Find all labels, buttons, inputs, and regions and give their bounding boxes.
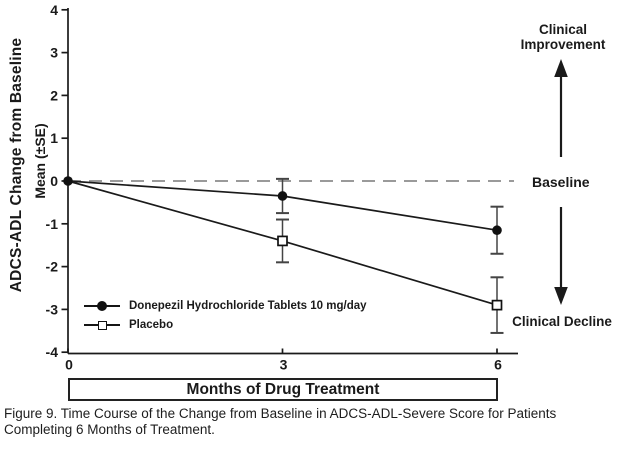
x-axis-title: Months of Drug Treatment: [186, 380, 380, 398]
y-tick-label: 0: [50, 173, 58, 189]
y-tick-label: 2: [50, 87, 58, 103]
legend-item-donepezil: Donepezil Hydrochloride Tablets 10 mg/da…: [84, 298, 367, 314]
improvement-arrow-head: [554, 59, 568, 77]
data-point-open-square: [277, 235, 288, 247]
annotation-clinical-improvement: Clinical Improvement: [520, 22, 606, 52]
legend-label-placebo: Placebo: [129, 319, 174, 331]
y-tick-label: 4: [50, 2, 58, 18]
y-axis-title: ADCS-ADL Change from Baseline: [8, 37, 25, 293]
y-tick-label: -4: [46, 344, 59, 360]
y-axis-subtitle: Mean (±SE): [32, 123, 48, 199]
open-square-icon: [98, 321, 107, 330]
x-tick-label: 6: [494, 357, 502, 373]
y-tick-label: -2: [46, 259, 59, 275]
decline-arrow-head: [554, 287, 568, 305]
data-point-filled-circle: [492, 225, 502, 236]
figure-caption: Figure 9. Time Course of the Change from…: [4, 406, 557, 437]
y-tick-label: 3: [50, 45, 58, 61]
x-tick-label: 3: [280, 357, 288, 373]
data-point-open-square: [491, 299, 503, 311]
annotation-baseline: Baseline: [532, 174, 590, 190]
data-point-filled-circle: [277, 191, 288, 201]
legend-symbol-donepezil: [84, 300, 120, 312]
x-tick-label: 0: [65, 357, 73, 373]
y-tick-label: -3: [46, 301, 59, 317]
legend-symbol-placebo: [84, 319, 120, 331]
y-tick-label: 1: [50, 130, 58, 146]
filled-circle-icon: [97, 301, 107, 311]
x-axis-title-box: Months of Drug Treatment: [68, 378, 498, 401]
annotation-clinical-decline: Clinical Decline: [512, 314, 612, 329]
data-point-filled-circle: [63, 176, 73, 186]
y-tick-label: -1: [46, 216, 59, 232]
legend-item-placebo: Placebo: [84, 317, 173, 333]
legend-label-donepezil: Donepezil Hydrochloride Tablets 10 mg/da…: [129, 300, 367, 312]
